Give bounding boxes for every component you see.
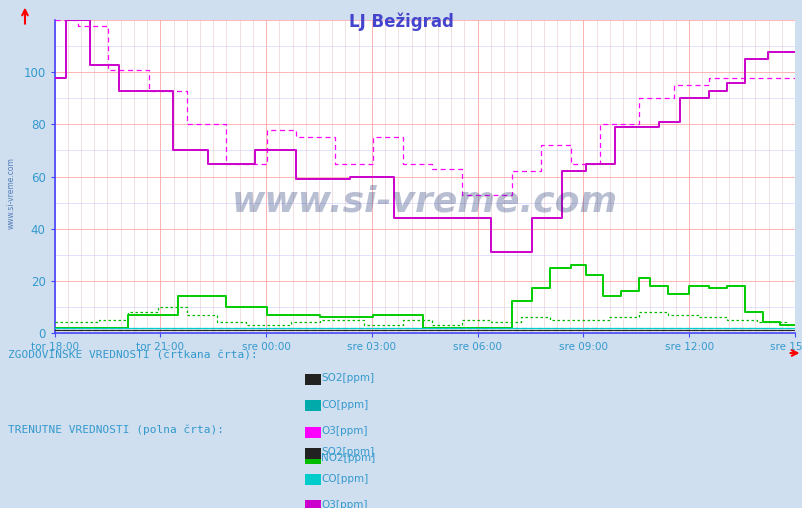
- Text: LJ Bežigrad: LJ Bežigrad: [349, 13, 453, 31]
- Text: SO2[ppm]: SO2[ppm]: [321, 447, 374, 457]
- Text: www.si-vreme.com: www.si-vreme.com: [232, 184, 617, 218]
- Text: O3[ppm]: O3[ppm]: [321, 426, 367, 436]
- Text: CO[ppm]: CO[ppm]: [321, 473, 368, 484]
- Text: NO2[ppm]: NO2[ppm]: [321, 453, 375, 463]
- Text: CO[ppm]: CO[ppm]: [321, 400, 368, 410]
- Text: www.si-vreme.com: www.si-vreme.com: [6, 157, 15, 229]
- Text: ZGODOVINSKE VREDNOSTI (črtkana črta):: ZGODOVINSKE VREDNOSTI (črtkana črta):: [8, 351, 257, 361]
- Text: TRENUTNE VREDNOSTI (polna črta):: TRENUTNE VREDNOSTI (polna črta):: [8, 424, 224, 435]
- Text: SO2[ppm]: SO2[ppm]: [321, 373, 374, 384]
- Text: O3[ppm]: O3[ppm]: [321, 500, 367, 508]
